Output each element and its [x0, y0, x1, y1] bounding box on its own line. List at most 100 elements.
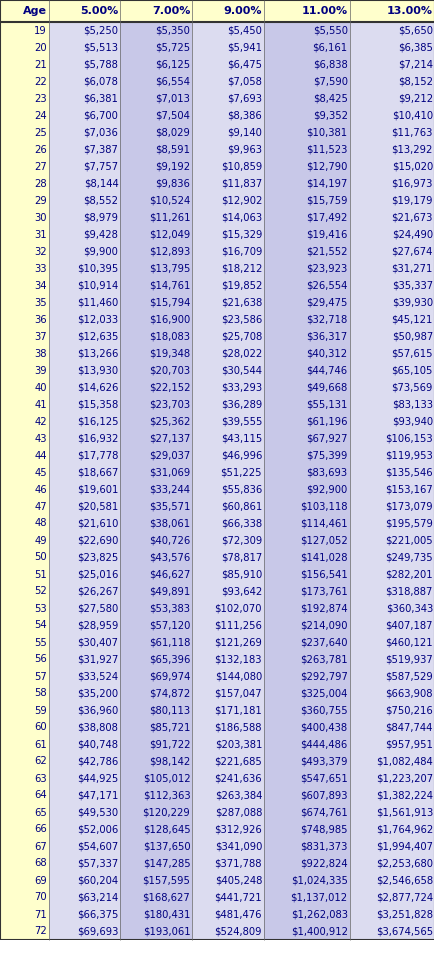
Bar — [49, 294, 120, 311]
Bar — [263, 770, 349, 787]
Bar — [120, 481, 192, 498]
Text: 21: 21 — [34, 59, 46, 70]
Bar — [349, 736, 434, 753]
Text: $241,636: $241,636 — [214, 773, 261, 784]
Bar — [192, 243, 263, 260]
Bar — [120, 923, 192, 940]
Bar — [120, 0, 192, 22]
Text: 60: 60 — [34, 722, 46, 733]
Text: $80,113: $80,113 — [149, 705, 190, 716]
Bar — [120, 277, 192, 294]
Bar — [0, 549, 49, 566]
Text: $54,607: $54,607 — [77, 841, 118, 852]
Text: $607,893: $607,893 — [299, 790, 347, 801]
Text: $25,362: $25,362 — [148, 417, 190, 426]
Bar — [120, 770, 192, 787]
Bar — [0, 872, 49, 889]
Bar — [263, 464, 349, 481]
Bar — [263, 379, 349, 396]
Text: $40,726: $40,726 — [149, 536, 190, 545]
Bar — [349, 481, 434, 498]
Text: $28,022: $28,022 — [220, 349, 261, 358]
Bar — [349, 124, 434, 141]
Bar — [192, 73, 263, 90]
Bar — [349, 498, 434, 515]
Bar — [263, 260, 349, 277]
Bar — [49, 872, 120, 889]
Text: $14,761: $14,761 — [148, 281, 190, 290]
Bar — [120, 736, 192, 753]
Text: 26: 26 — [34, 145, 46, 154]
Text: $73,569: $73,569 — [391, 382, 432, 393]
Text: $98,142: $98,142 — [149, 757, 190, 766]
Bar — [192, 923, 263, 940]
Bar — [120, 226, 192, 243]
Text: $1,082,484: $1,082,484 — [375, 757, 432, 766]
Text: $12,033: $12,033 — [77, 314, 118, 325]
Bar — [349, 719, 434, 736]
Text: $9,192: $9,192 — [155, 162, 190, 171]
Bar — [263, 906, 349, 923]
Bar — [0, 906, 49, 923]
Bar — [49, 736, 120, 753]
Bar — [49, 566, 120, 583]
Bar — [192, 192, 263, 209]
Bar — [0, 617, 49, 634]
Bar — [192, 821, 263, 838]
Bar — [120, 583, 192, 600]
Bar — [49, 804, 120, 821]
Text: $36,317: $36,317 — [306, 331, 347, 341]
Text: $15,358: $15,358 — [77, 399, 118, 409]
Bar — [349, 328, 434, 345]
Text: $263,384: $263,384 — [214, 790, 261, 801]
Bar — [263, 141, 349, 158]
Text: $121,269: $121,269 — [214, 637, 261, 648]
Bar — [192, 226, 263, 243]
Bar — [0, 600, 49, 617]
Text: $38,808: $38,808 — [77, 722, 118, 733]
Bar — [0, 311, 49, 328]
Bar — [349, 583, 434, 600]
Bar — [120, 549, 192, 566]
Text: 31: 31 — [34, 230, 46, 240]
Text: $663,908: $663,908 — [385, 689, 432, 698]
Bar — [192, 906, 263, 923]
Bar — [263, 226, 349, 243]
Text: $147,285: $147,285 — [142, 858, 190, 869]
Text: $221,005: $221,005 — [385, 536, 432, 545]
Text: $441,721: $441,721 — [214, 893, 261, 902]
Text: $16,973: $16,973 — [391, 178, 432, 189]
Bar — [263, 39, 349, 56]
Text: 5.00%: 5.00% — [80, 6, 118, 16]
Bar — [49, 923, 120, 940]
Text: $21,673: $21,673 — [391, 213, 432, 222]
Text: $2,877,724: $2,877,724 — [375, 893, 432, 902]
Text: $11,261: $11,261 — [148, 213, 190, 222]
Text: $10,410: $10,410 — [391, 110, 432, 121]
Bar — [120, 447, 192, 464]
Bar — [0, 753, 49, 770]
Text: $24,490: $24,490 — [391, 230, 432, 240]
Text: $65,396: $65,396 — [148, 654, 190, 665]
Bar — [49, 549, 120, 566]
Bar — [192, 872, 263, 889]
Bar — [349, 141, 434, 158]
Text: $33,524: $33,524 — [77, 672, 118, 681]
Bar — [49, 277, 120, 294]
Bar — [263, 73, 349, 90]
Text: $8,979: $8,979 — [83, 213, 118, 222]
Bar — [349, 175, 434, 192]
Text: $61,196: $61,196 — [306, 417, 347, 426]
Bar — [0, 362, 49, 379]
Bar — [120, 175, 192, 192]
Text: 62: 62 — [34, 757, 46, 766]
Bar — [263, 396, 349, 413]
Text: $40,312: $40,312 — [306, 349, 347, 358]
Bar — [263, 685, 349, 702]
Text: $20,581: $20,581 — [77, 501, 118, 512]
Text: $341,090: $341,090 — [214, 841, 261, 852]
Text: 36: 36 — [34, 314, 46, 325]
Text: $13,930: $13,930 — [77, 366, 118, 376]
Bar — [49, 634, 120, 651]
Bar — [263, 175, 349, 192]
